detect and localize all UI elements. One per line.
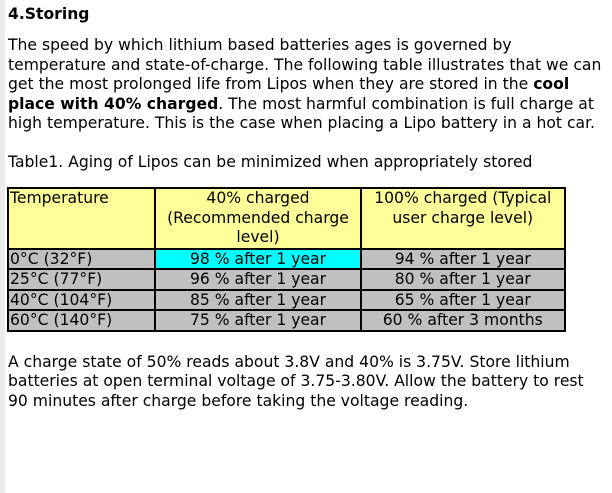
cell-temperature: 40°C (104°F) — [6, 288, 157, 311]
header-100-percent: 100% charged (Typical user charge level) — [359, 187, 567, 250]
aging-table: Temperature 40% charged (Recommended cha… — [6, 187, 567, 332]
intro-text-end: . The most harmful combination is full c… — [8, 94, 596, 133]
article: 4.Storing The speed by which lithium bas… — [6, 4, 608, 411]
cell-temperature: 0°C (32°F) — [6, 247, 157, 270]
cell-temperature: 25°C (77°F) — [6, 268, 157, 291]
closing-paragraph: A charge state of 50% reads about 3.8V a… — [8, 352, 584, 410]
intro-text: The speed by which lithium based batteri… — [8, 36, 602, 93]
table-row: 0°C (32°F) 98 % after 1 year 94 % after … — [6, 247, 567, 270]
table-header-row: Temperature 40% charged (Recommended cha… — [6, 187, 567, 250]
intro-bold-text: cool place with 40% charged — [8, 75, 570, 113]
header-temperature: Temperature — [6, 187, 157, 250]
table-row: 40°C (104°F) 85 % after 1 year 65 % afte… — [6, 288, 567, 311]
page-edge — [0, 0, 5, 493]
section-heading: 4.Storing — [8, 5, 90, 23]
cell-40-percent: 98 % after 1 year — [154, 247, 362, 270]
cell-100-percent: 65 % after 1 year — [359, 288, 567, 311]
table-row: 25°C (77°F) 96 % after 1 year 80 % after… — [6, 268, 567, 291]
cell-100-percent: 94 % after 1 year — [359, 247, 567, 270]
cell-40-percent: 75 % after 1 year — [154, 309, 362, 332]
cell-temperature: 60°C (140°F) — [6, 309, 157, 332]
intro-paragraph: The speed by which lithium based batteri… — [8, 36, 606, 134]
cell-100-percent: 80 % after 1 year — [359, 268, 567, 291]
table-caption: Table1. Aging of Lipos can be minimized … — [8, 152, 533, 171]
cell-100-percent: 60 % after 3 months — [359, 309, 567, 332]
header-40-percent: 40% charged (Recommended charge level) — [154, 187, 362, 250]
cell-40-percent: 96 % after 1 year — [154, 268, 362, 291]
cell-40-percent: 85 % after 1 year — [154, 288, 362, 311]
table-row: 60°C (140°F) 75 % after 1 year 60 % afte… — [6, 309, 567, 332]
